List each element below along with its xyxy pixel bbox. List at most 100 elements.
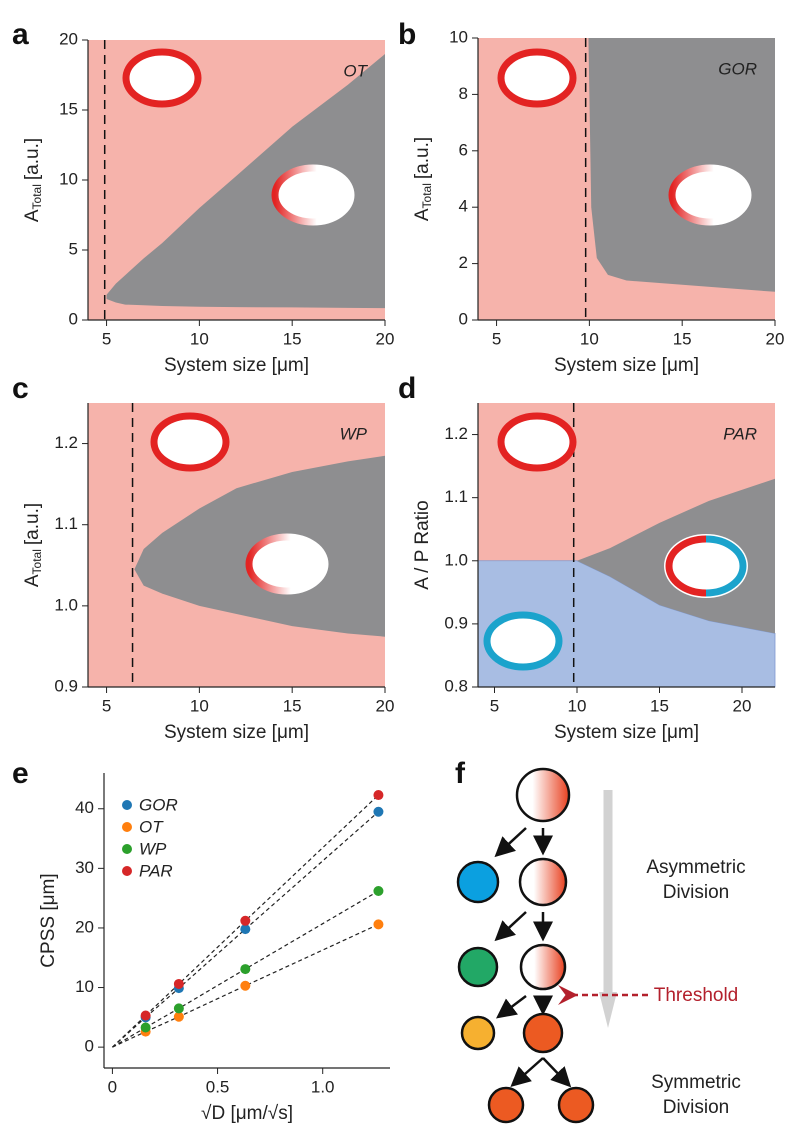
- symmetric-cell: [122, 48, 202, 108]
- x-tick-label: 20: [376, 696, 395, 715]
- point: [173, 1003, 184, 1014]
- lineage-diagram: f Asymmetric Division Threshold Symmetri…: [455, 757, 746, 1124]
- cell: [522, 1012, 564, 1054]
- point: [240, 980, 251, 991]
- y-label-sub: Total: [30, 549, 44, 574]
- x-tick-label: 1.0: [311, 1077, 335, 1096]
- y-tick-label: 0: [69, 309, 78, 328]
- panel-letter: d: [398, 372, 416, 405]
- y-tick-label: 10: [449, 27, 468, 46]
- panel-letter: c: [12, 372, 29, 405]
- x-tick-label: 10: [580, 329, 599, 348]
- symmetric-cell: [497, 48, 577, 108]
- y-tick-label: 20: [59, 29, 78, 48]
- y-tick-label: 8: [459, 84, 468, 103]
- system-label: PAR: [723, 424, 757, 443]
- y-axis-label: CPSS [μm]: [38, 873, 59, 967]
- origin-fit: [111, 1015, 147, 1048]
- point: [240, 915, 251, 926]
- anterior-half: [665, 535, 707, 597]
- y-tick-label: 1.1: [444, 487, 468, 506]
- polarized-cell: [271, 164, 355, 226]
- legend-marker: [122, 844, 132, 854]
- y-tick-label: 6: [459, 140, 468, 159]
- x-axis-label: √D [μm/√s]: [201, 1103, 293, 1124]
- cell-icons: [122, 48, 752, 671]
- cell: [515, 767, 571, 823]
- y-tick-label: 1.0: [54, 595, 78, 614]
- point: [373, 919, 384, 930]
- cell: [487, 1086, 525, 1124]
- legend-label: OT: [139, 817, 164, 836]
- fit-line: [145, 811, 379, 1018]
- arrow: [494, 827, 527, 858]
- x-tick-label: 15: [673, 329, 692, 348]
- origin-fit: [112, 1031, 146, 1048]
- legend-label: GOR: [139, 795, 178, 814]
- legend-marker: [122, 822, 132, 832]
- y-tick-label: 15: [59, 99, 78, 118]
- posterior-cell: [483, 611, 563, 671]
- x-tick-label: 5: [102, 329, 111, 348]
- x-tick-label: 0: [108, 1077, 117, 1096]
- y-tick-label: 0: [85, 1037, 94, 1056]
- cell: [457, 946, 499, 988]
- cell: [557, 1086, 595, 1124]
- y-label-main: A: [22, 574, 43, 587]
- panel-letter: f: [455, 757, 466, 790]
- y-axis-label: ATotal [a.u.]: [22, 503, 44, 587]
- fit-line: [145, 923, 379, 1033]
- y-label-unit: [a.u.]: [22, 138, 43, 180]
- point: [373, 806, 384, 817]
- x-tick-label: 20: [376, 329, 395, 348]
- y-label-unit: [a.u.]: [412, 137, 433, 179]
- y-label-sub: Total: [420, 183, 434, 208]
- legend-marker: [122, 866, 132, 876]
- x-axis-label: System size [μm]: [554, 722, 699, 743]
- x-tick-label: 10: [190, 329, 209, 348]
- y-tick-label: 40: [75, 798, 94, 817]
- x-axis-label: System size [μm]: [164, 355, 309, 376]
- system-label: WP: [340, 424, 368, 443]
- y-tick-label: 10: [75, 977, 94, 996]
- point: [373, 790, 384, 801]
- cell: [518, 857, 568, 907]
- system-label: GOR: [718, 59, 757, 78]
- point: [173, 978, 184, 989]
- label: Division: [663, 1097, 730, 1118]
- y-tick-label: 10: [59, 169, 78, 188]
- point: [140, 1022, 151, 1033]
- x-tick-label: 10: [568, 696, 587, 715]
- polarized-cell: [245, 533, 329, 595]
- x-tick-label: 10: [190, 696, 209, 715]
- arrow: [496, 995, 527, 1019]
- point: [373, 886, 384, 896]
- y-label-main: A: [412, 208, 433, 221]
- grey-region: [588, 38, 775, 292]
- label: Asymmetric: [646, 857, 745, 878]
- point: [173, 1011, 184, 1022]
- origin-fit: [112, 1016, 147, 1048]
- y-label-main: A: [22, 209, 43, 222]
- y-tick-label: 30: [75, 858, 94, 877]
- grey-region: [106, 54, 385, 309]
- arrow: [510, 1057, 544, 1087]
- y-label-main: CPSS [μm]: [38, 873, 59, 967]
- y-tick-label: 4: [459, 197, 468, 216]
- fit-line: [145, 794, 379, 1016]
- legend-label: PAR: [139, 861, 173, 880]
- point: [140, 1010, 151, 1021]
- arrow: [542, 1057, 572, 1088]
- y-axis-label: ATotal [a.u.]: [22, 138, 44, 222]
- legend-label: WP: [139, 839, 167, 858]
- y-tick-label: 1.2: [54, 433, 78, 452]
- y-tick-label: 1.0: [444, 550, 468, 569]
- y-tick-label: 1.2: [444, 424, 468, 443]
- label: Symmetric: [651, 1072, 741, 1093]
- x-axis-label: System size [μm]: [554, 355, 699, 376]
- y-tick-label: 0.8: [444, 676, 468, 695]
- point: [240, 924, 251, 935]
- symmetric-cell: [497, 412, 577, 472]
